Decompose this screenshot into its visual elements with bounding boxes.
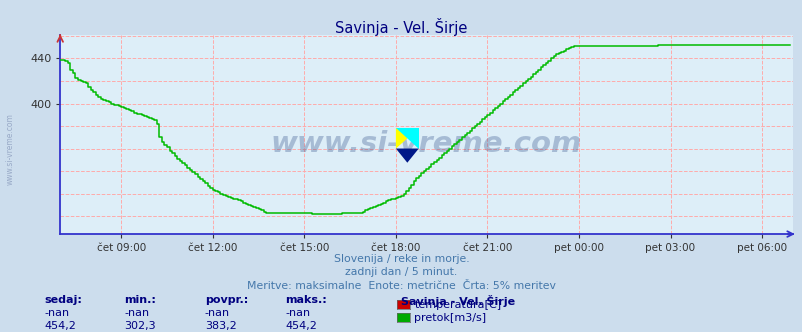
Text: pretok[m3/s]: pretok[m3/s] [414, 313, 486, 323]
Text: 454,2: 454,2 [285, 321, 317, 331]
Text: Savinja - Vel. Širje: Savinja - Vel. Širje [401, 295, 515, 307]
Text: 302,3: 302,3 [124, 321, 156, 331]
Polygon shape [395, 148, 419, 163]
Text: www.si-vreme.com: www.si-vreme.com [270, 130, 581, 158]
Text: -nan: -nan [285, 308, 310, 318]
Text: min.:: min.: [124, 295, 156, 305]
Polygon shape [395, 128, 419, 148]
Text: povpr.:: povpr.: [205, 295, 248, 305]
Text: Meritve: maksimalne  Enote: metrične  Črta: 5% meritev: Meritve: maksimalne Enote: metrične Črta… [247, 281, 555, 290]
Text: -nan: -nan [44, 308, 69, 318]
Text: temperatura[C]: temperatura[C] [414, 300, 500, 310]
Text: Slovenija / reke in morje.: Slovenija / reke in morje. [334, 254, 468, 264]
Text: 383,2: 383,2 [205, 321, 237, 331]
Text: maks.:: maks.: [285, 295, 326, 305]
Text: zadnji dan / 5 minut.: zadnji dan / 5 minut. [345, 267, 457, 277]
Text: www.si-vreme.com: www.si-vreme.com [6, 114, 15, 185]
Text: 454,2: 454,2 [44, 321, 76, 331]
Text: -nan: -nan [205, 308, 229, 318]
Text: sedaj:: sedaj: [44, 295, 82, 305]
Text: -nan: -nan [124, 308, 149, 318]
Text: Savinja - Vel. Širje: Savinja - Vel. Širje [335, 18, 467, 36]
Polygon shape [395, 128, 419, 148]
